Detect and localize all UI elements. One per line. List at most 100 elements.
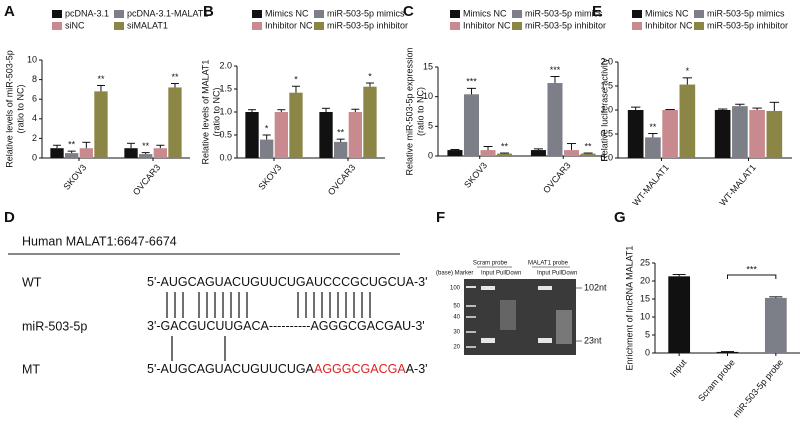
legend-label: Inhibitor NC [463, 20, 511, 30]
legend-swatch [450, 10, 460, 18]
band [481, 286, 495, 290]
legend-label: Inhibitor NC [645, 20, 693, 30]
lane-label: Input [481, 271, 495, 277]
y-axis-label: Relative miR-503-5p expression [404, 47, 414, 175]
bar [348, 112, 362, 158]
bar [65, 153, 79, 158]
smear [500, 300, 516, 330]
band [538, 338, 552, 343]
significance: ** [142, 141, 150, 151]
bar [764, 297, 787, 353]
y-tick-label: 1.0 [219, 106, 232, 116]
bar [363, 86, 377, 158]
legend-label: Mimics NC [645, 8, 689, 18]
legend-swatch [512, 10, 522, 18]
marker-label: (base) Marker [436, 271, 473, 277]
y-tick-label: 6 [32, 94, 37, 104]
band-label: 102nt [584, 282, 607, 292]
sequence: 5'-AUGCAGUACUGUUCUGAUCCCGCUGCUA-3' [147, 275, 428, 289]
band [466, 346, 476, 348]
panel-label: A [4, 3, 15, 20]
row-label: miR-503-5p [22, 319, 87, 333]
legend-label: miR-503-5p inhibitor [525, 20, 606, 30]
significance: ** [171, 72, 179, 82]
sequence: 5'-AUGCAGUACUGUUCUGAAGGGCGACGAA-3' [147, 362, 428, 376]
bar [274, 112, 288, 158]
legend-swatch [52, 22, 62, 30]
legend-swatch [314, 22, 324, 30]
legend-label: siNC [65, 20, 85, 30]
bar [668, 276, 691, 353]
bar [94, 91, 108, 158]
significance: * [686, 66, 690, 76]
marker-size: 40 [453, 315, 460, 321]
significance: ** [97, 74, 105, 84]
legend-swatch [694, 22, 704, 30]
y-axis-label: Relative luciferase activity [599, 58, 609, 162]
y-axis-label: (ratio to NC) [211, 87, 221, 136]
legend-label: miR-503-5p inhibitor [707, 20, 788, 30]
marker-size: 50 [453, 304, 460, 310]
significance: ** [585, 141, 593, 151]
legend-swatch [114, 10, 124, 18]
legend-swatch [694, 10, 704, 18]
significance: * [294, 75, 298, 85]
sequence: 3'-GACGUCUUGACA----------AGGGCGACGAU-3' [147, 319, 425, 333]
y-tick-label: 2.0 [600, 56, 613, 66]
y-tick-label: 8 [32, 74, 37, 84]
y-tick-label: 15 [423, 61, 433, 71]
y-axis-label: Enrichment of lncRNA MALAT1 [624, 246, 634, 371]
y-tick-label: 1.5 [600, 80, 613, 90]
significance: ** [68, 140, 76, 150]
sequence-part: 3'-GACGUCUUGACA----------AGGGCGACGAU-3' [147, 319, 425, 333]
band-label: 23nt [584, 335, 602, 345]
bar [547, 83, 563, 156]
bar [732, 106, 748, 158]
probe-label: MALAT1 probe [528, 261, 569, 267]
bar [530, 150, 546, 156]
legend-swatch [314, 10, 324, 18]
smear [556, 310, 572, 344]
y-tick-label: 1.5 [219, 83, 232, 93]
bar [714, 110, 731, 158]
legend-swatch [52, 10, 62, 18]
significance: ** [649, 122, 657, 132]
base-pairs [166, 292, 371, 361]
y-tick-label: 10 [27, 54, 37, 64]
marker-size: 30 [453, 330, 460, 336]
y-tick-label: 0.5 [600, 128, 613, 138]
legend-label: pcDNA-3.1 [65, 8, 109, 18]
y-tick-label: 0 [645, 347, 650, 357]
y-tick-label: 5 [428, 121, 433, 131]
band [481, 338, 495, 343]
y-axis-label: (ratio to NC) [15, 84, 25, 133]
band [466, 331, 476, 333]
bar [716, 351, 739, 353]
significance: *** [746, 264, 757, 274]
legend-label: Inhibitor NC [265, 20, 313, 30]
x-tick-label: OVCAR3 [131, 162, 162, 197]
legend-swatch [114, 22, 124, 30]
bar [480, 150, 496, 156]
panel-label: B [203, 3, 214, 20]
y-tick-label: 10 [423, 91, 433, 101]
legend-label: pcDNA-3.1-MALAT1 [127, 8, 208, 18]
comparison-bracket [727, 274, 777, 279]
panel-label: D [4, 209, 15, 226]
bar [245, 112, 259, 158]
bar [153, 148, 167, 158]
bar [50, 148, 64, 158]
significance: *** [550, 65, 561, 75]
legend-swatch [512, 22, 522, 30]
marker-size: 100 [450, 286, 461, 292]
legend-label: Mimics NC [463, 8, 507, 18]
legend-label: miR-503-5p mimics [525, 8, 603, 18]
mutated-part: AGGGCGACGA [314, 362, 406, 376]
y-tick-label: 0.5 [219, 129, 232, 139]
legend-swatch [632, 22, 642, 30]
sequence-title: Human MALAT1:6647-6674 [22, 234, 177, 248]
significance: * [265, 123, 269, 133]
significance: * [368, 71, 372, 81]
bar [749, 110, 765, 158]
